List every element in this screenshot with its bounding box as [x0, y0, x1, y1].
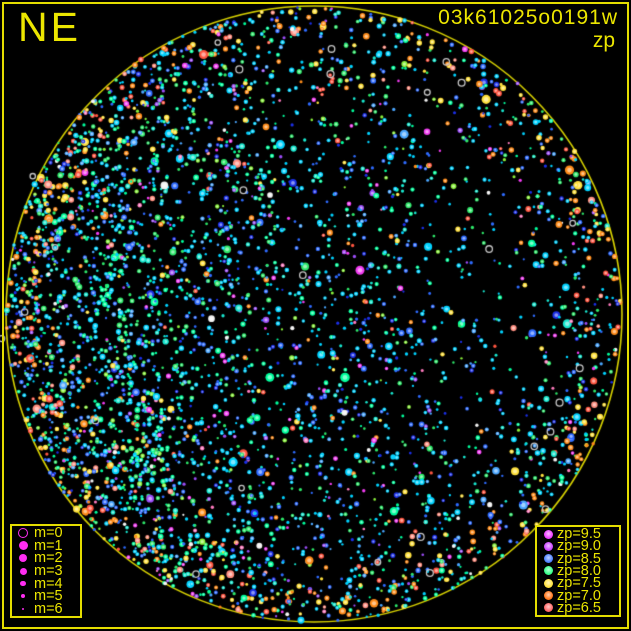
- zp-color-dot-icon: [544, 578, 553, 588]
- legend-label: zp=7.0: [557, 587, 601, 604]
- legend-row: m=5: [12, 588, 80, 605]
- magnitude-symbol-icon: [21, 594, 25, 599]
- magnitude-symbol-icon: [18, 528, 28, 539]
- zp-color-dot-icon: [544, 554, 553, 564]
- legend-row: zp=7.0: [537, 587, 619, 604]
- legend-label: m=5: [34, 588, 63, 605]
- legend-label: m=2: [34, 550, 63, 567]
- legend-label: zp=8.5: [557, 550, 601, 567]
- legend-label: m=4: [34, 575, 63, 592]
- zp-color-dot-icon: [544, 529, 553, 539]
- legend-row: m=0: [12, 525, 80, 542]
- legend-row: m=4: [12, 575, 80, 592]
- magnitude-symbol-icon: [19, 567, 27, 575]
- magnitude-symbol-icon: [19, 554, 27, 563]
- magnitude-symbol-icon: [18, 541, 28, 551]
- magnitude-symbol-icon: [20, 580, 26, 587]
- field-direction-label: NE: [18, 4, 81, 50]
- legend-row: zp=6.5: [537, 599, 619, 616]
- magnitude-symbol-icon: [21, 607, 25, 610]
- legend-row: zp=8.5: [537, 550, 619, 567]
- exposure-title: 03k61025o0191w: [438, 6, 618, 29]
- legend-row: m=1: [12, 537, 80, 554]
- zp-color-dot-icon: [544, 541, 553, 551]
- legend-row: zp=8.0: [537, 562, 619, 579]
- zp-color-dot-icon: [544, 566, 553, 576]
- legend-row: zp=9.0: [537, 538, 619, 555]
- legend-row: m=6: [12, 600, 80, 617]
- legend-row: zp=7.5: [537, 575, 619, 592]
- legend-row: zp=9.5: [537, 526, 619, 543]
- zeropoint-legend: zp=9.5 zp=9.0 zp=8.5 zp=8.0 zp=7.5 zp=7.…: [535, 525, 621, 617]
- legend-label: m=6: [34, 600, 63, 617]
- zp-color-dot-icon: [544, 603, 553, 613]
- legend-label: m=1: [34, 537, 63, 554]
- legend-label: m=0: [34, 525, 63, 542]
- quantity-label: zp: [592, 29, 615, 52]
- legend-label: zp=6.5: [557, 599, 601, 616]
- legend-label: zp=7.5: [557, 575, 601, 592]
- legend-row: m=2: [12, 550, 80, 567]
- legend-label: zp=8.0: [557, 562, 601, 579]
- legend-row: m=3: [12, 563, 80, 580]
- magnitude-legend: m=0 m=1 m=2 m=3 m=4 m=5 m=6: [10, 524, 82, 618]
- legend-label: m=3: [34, 563, 63, 580]
- legend-label: zp=9.0: [557, 538, 601, 555]
- zp-color-dot-icon: [544, 591, 553, 601]
- legend-label: zp=9.5: [557, 526, 601, 543]
